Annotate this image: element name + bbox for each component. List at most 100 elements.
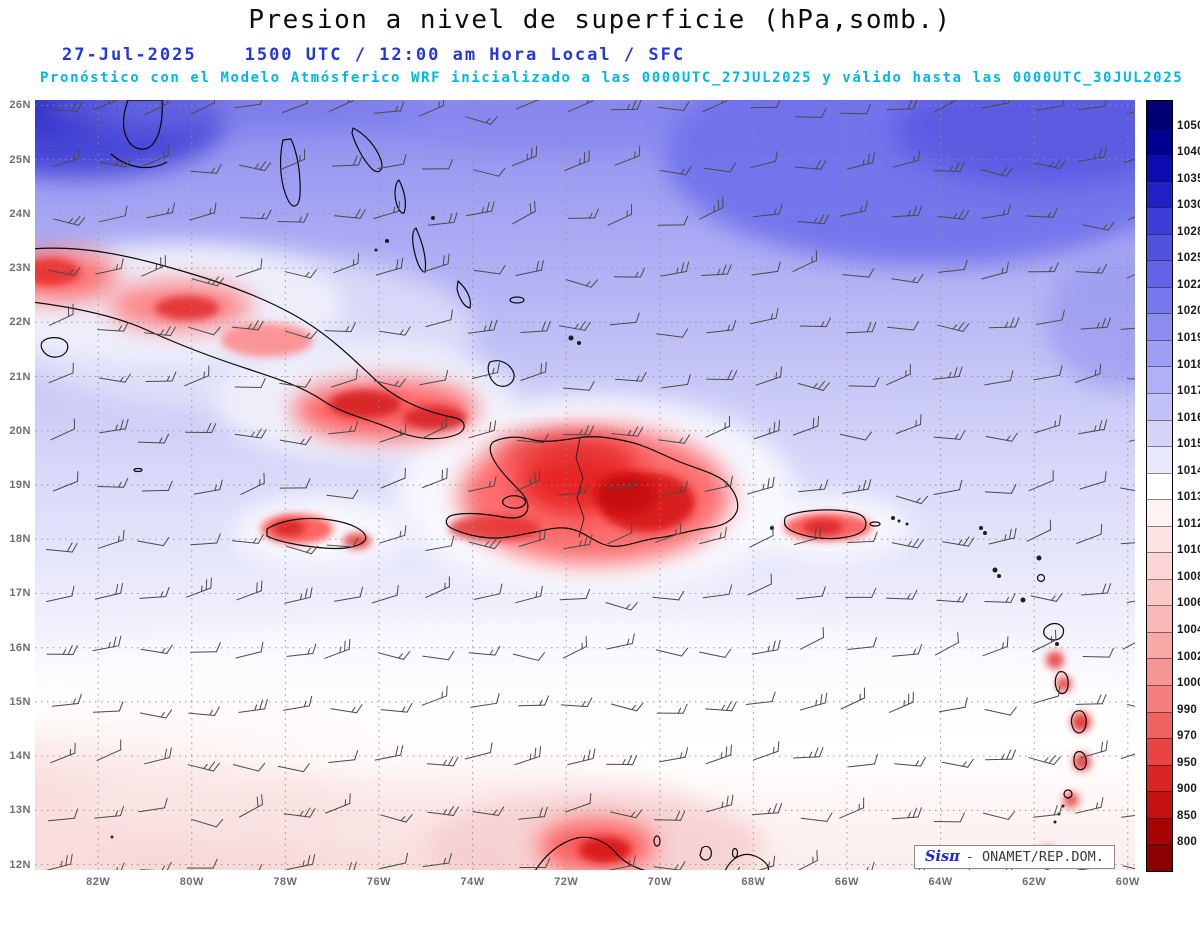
coast-san-salvador <box>431 216 435 220</box>
colorbar-tick-label: 1030 <box>1177 199 1200 212</box>
coast-nevis <box>997 574 1001 578</box>
colorbar-tick-label: 950 <box>1177 756 1198 769</box>
coast-barbuda <box>1036 555 1042 561</box>
lon-tick-label: 80W <box>179 876 204 888</box>
colorbar-tick-label: 1012 <box>1177 517 1200 530</box>
colorbar-segment <box>1147 605 1172 632</box>
colorbar-segment <box>1147 286 1172 314</box>
pressure-field-canvas <box>35 100 1135 870</box>
lon-tick-label: 60W <box>1115 876 1140 888</box>
lon-tick-label: 76W <box>366 876 392 888</box>
colorbar-tick-label: 900 <box>1177 783 1198 796</box>
colorbar-tick-label: 1015 <box>1177 438 1200 451</box>
coast-caicos <box>577 341 581 345</box>
coast-cuba <box>35 247 465 440</box>
colorbar-tick-label: 1008 <box>1177 570 1200 583</box>
watermark-brand: Sisπ <box>925 848 960 865</box>
coast-paraguana <box>724 853 770 870</box>
forecast-datetime-line: 27-Jul-2025 1500 UTC / 12:00 am Hora Loca… <box>62 45 685 65</box>
lat-tick-label: 24N <box>9 207 31 220</box>
coast-mayaguana <box>509 296 525 304</box>
colorbar-segment <box>1147 578 1172 606</box>
lon-tick-label: 74W <box>460 876 485 888</box>
colorbar-segment <box>1147 764 1172 792</box>
lon-tick-label: 62W <box>1022 876 1047 888</box>
lat-tick-label: 22N <box>9 316 31 329</box>
coast-ragged <box>374 248 378 252</box>
coast-st-martin <box>979 526 983 530</box>
colorbar-segment <box>1147 844 1172 871</box>
coast-vieques <box>869 521 881 527</box>
lat-lon-gridlines <box>35 100 1135 870</box>
colorbar <box>1146 100 1173 872</box>
colorbar-segment <box>1147 446 1172 473</box>
colorbar-tick-label: 1025 <box>1177 252 1200 265</box>
coast-exuma <box>385 239 389 243</box>
coast-st-kitts <box>992 567 998 573</box>
colorbar-segment <box>1147 631 1172 659</box>
coast-st-lucia <box>1073 751 1087 771</box>
colorbar-segment <box>1147 499 1172 526</box>
colorbar-segment <box>1147 738 1172 765</box>
pressure-map <box>35 100 1135 870</box>
colorbar-tick-label: 1020 <box>1177 305 1200 318</box>
coast-virgin-islands <box>905 522 909 526</box>
watermark-source: - ONAMET/REP.DOM. <box>965 849 1104 865</box>
lat-tick-label: 15N <box>9 695 31 708</box>
colorbar-segment <box>1147 260 1172 287</box>
coast-florida <box>123 100 163 150</box>
colorbar-segment <box>1147 180 1172 208</box>
lat-tick-label: 17N <box>9 587 31 600</box>
coast-san-andres <box>110 835 114 839</box>
coast-acklins <box>456 280 472 309</box>
colorbar-tick-label: 1018 <box>1177 358 1200 371</box>
colorbar-tick-label: 1000 <box>1177 677 1200 690</box>
coast-anguilla <box>983 531 987 535</box>
colorbar-tick-label: 1040 <box>1177 146 1200 159</box>
lon-tick-label: 70W <box>647 876 672 888</box>
colorbar-segment <box>1147 472 1172 500</box>
colorbar-tick-label: 1014 <box>1177 464 1200 477</box>
pressure-anomaly-blobs <box>35 100 1135 870</box>
colorbar-tick-label: 1010 <box>1177 544 1200 557</box>
watermark-badge: Sisπ - ONAMET/REP.DOM. <box>914 845 1115 869</box>
forecast-valid-time: 1500 UTC / 12:00 am Hora Local / SFC <box>244 45 686 65</box>
coast-eleuthera <box>351 127 383 173</box>
coast-cayman <box>133 467 143 473</box>
lon-tick-label: 72W <box>554 876 579 888</box>
colorbar-tick-label: 1035 <box>1177 172 1200 185</box>
colorbar-segment <box>1147 233 1172 261</box>
colorbar-tick-label: 1006 <box>1177 597 1200 610</box>
colorbar-segment <box>1147 154 1172 181</box>
lat-tick-label: 25N <box>9 153 31 166</box>
coast-florida-keys <box>110 153 168 169</box>
colorbar-segment <box>1147 393 1172 420</box>
colorbar-segment <box>1147 101 1172 128</box>
colorbar-tick-label: 970 <box>1177 730 1198 743</box>
lat-tick-label: 21N <box>9 370 31 383</box>
coast-antigua <box>1036 573 1046 583</box>
colorbar-segment <box>1147 313 1172 340</box>
lon-tick-label: 64W <box>928 876 953 888</box>
colorbar-segment <box>1147 366 1172 394</box>
colorbar-segment <box>1147 525 1172 553</box>
colorbar-segment <box>1147 552 1172 579</box>
colorbar-segment <box>1147 817 1172 845</box>
colorbar-segment <box>1147 658 1172 686</box>
lon-tick-label: 78W <box>273 876 298 888</box>
coast-inagua <box>487 360 515 387</box>
coast-puerto-rico <box>784 509 867 540</box>
coast-marie-galante <box>1055 642 1059 646</box>
colorbar-segment <box>1147 685 1172 712</box>
coast-turks <box>568 335 574 341</box>
colorbar-tick-label: 800 <box>1177 836 1198 849</box>
coast-aruba <box>653 835 661 847</box>
lat-tick-label: 14N <box>9 750 31 763</box>
colorbar-tick-label: 1017 <box>1177 385 1200 398</box>
lat-tick-label: 13N <box>9 804 31 817</box>
colorbar-tick-label: 1022 <box>1177 278 1200 291</box>
coast-isla-juventud <box>40 337 69 358</box>
lat-tick-label: 19N <box>9 479 31 491</box>
coast-montserrat <box>1020 597 1026 603</box>
model-info-line: Pronóstico con el Modelo Atmósferico WRF… <box>40 70 1184 86</box>
